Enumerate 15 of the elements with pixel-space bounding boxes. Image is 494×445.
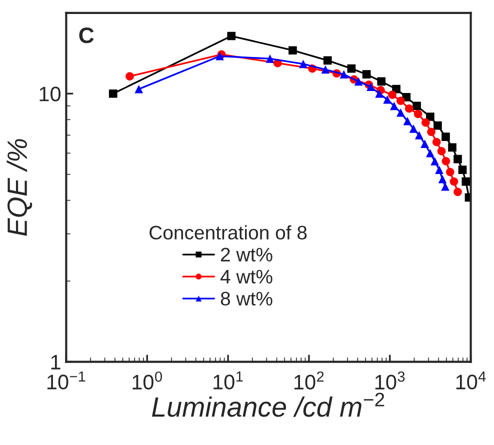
y-tick-label: 1 <box>51 355 60 370</box>
x-tick-label: 10$^{3}$ <box>375 371 405 390</box>
x-tick-label: 10$^{−1}$ <box>47 371 86 390</box>
annotation: C <box>79 27 94 44</box>
x-tick-label: 10$^{1}$ <box>214 371 243 390</box>
x-axis-title: Luminance /cd m$^{−2}$ <box>152 392 384 417</box>
legend-label: 8 wt% <box>220 292 272 306</box>
x-tick-label: 10$^{4}$ <box>456 371 486 390</box>
legend-label: 2 wt% <box>221 248 272 262</box>
y-tick-label: 10 <box>40 86 61 102</box>
x-tick-label: 10$^{2}$ <box>294 371 324 390</box>
x-tick-label: 10$^{0}$ <box>132 371 162 390</box>
legend-title: Concentration of 8 <box>150 225 307 240</box>
legend-label: 4 wt% <box>220 270 272 284</box>
y-axis-title: EQE /% <box>6 139 32 236</box>
